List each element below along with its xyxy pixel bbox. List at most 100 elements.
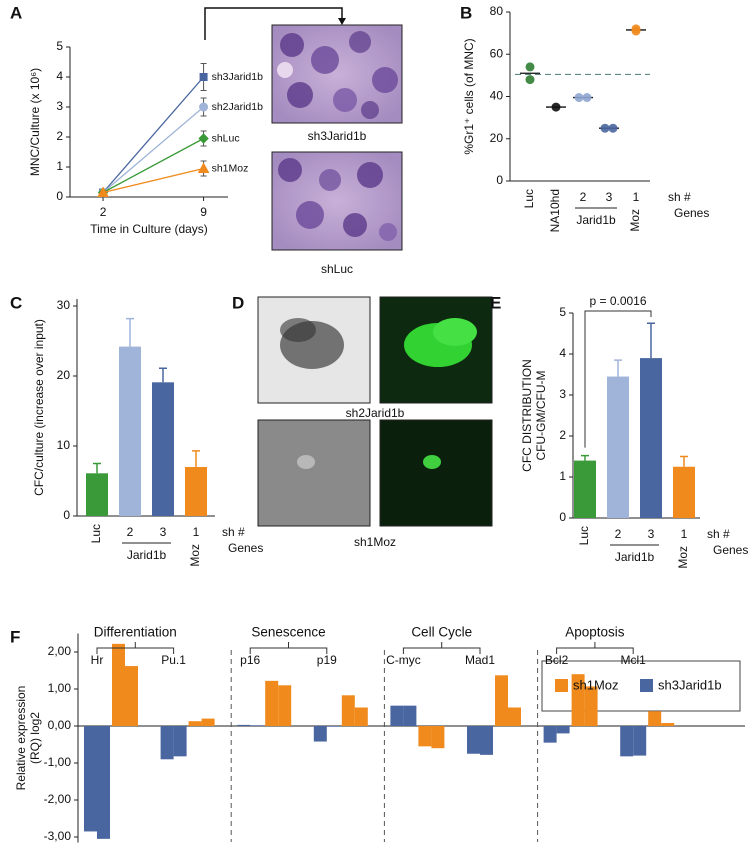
bar xyxy=(201,718,215,726)
x-tick-label: NA10hd xyxy=(548,189,562,232)
series-line xyxy=(102,137,204,194)
x-tick-label: 1 xyxy=(681,527,688,541)
data-point xyxy=(525,62,535,72)
x-tick-label: 2 xyxy=(615,527,622,541)
legend-swatch xyxy=(555,679,568,692)
y-tick-label: 0 xyxy=(496,173,503,187)
bar xyxy=(326,726,340,727)
y-axis-label: Relative expression xyxy=(14,686,28,791)
bar xyxy=(278,685,292,726)
y-tick-label: 1 xyxy=(56,159,63,173)
y-tick-label: 5 xyxy=(56,39,63,53)
data-point xyxy=(525,75,535,85)
x-axis-label: Time in Culture (days) xyxy=(90,222,208,236)
error-bar xyxy=(93,462,101,474)
bar xyxy=(480,726,493,755)
x-tick-label: 1 xyxy=(193,525,200,539)
error-bar xyxy=(126,317,134,347)
error-bar xyxy=(680,455,688,467)
bar xyxy=(354,707,368,726)
row-label: Genes xyxy=(228,541,263,555)
legend-label: sh1Moz xyxy=(573,677,619,692)
group-label: Apoptosis xyxy=(565,625,625,640)
arrow-head xyxy=(338,18,346,25)
panel-letter: C xyxy=(10,293,22,312)
bar xyxy=(265,680,279,726)
group-label: Senescence xyxy=(251,625,325,640)
series-label: shLuc xyxy=(212,132,240,144)
y-tick-label: 0 xyxy=(559,510,566,524)
x-tick-label: 9 xyxy=(200,205,207,219)
bar xyxy=(341,695,355,726)
group-label: Moz xyxy=(676,546,690,569)
row-label: Genes xyxy=(674,206,709,220)
y-tick-label: 1 xyxy=(559,469,566,483)
image-caption: shLuc xyxy=(321,262,353,276)
gene-label: C-myc xyxy=(386,653,421,667)
y-tick-label: 3 xyxy=(559,387,566,401)
gene-label: Mad1 xyxy=(465,653,495,667)
bar xyxy=(648,711,662,726)
x-tick-label: 3 xyxy=(160,525,167,539)
image-caption: sh2Jarid1b xyxy=(346,406,405,420)
panel-letter: E xyxy=(490,293,501,312)
marker xyxy=(198,133,209,144)
series-line xyxy=(102,106,205,193)
x-tick-label: Luc xyxy=(577,526,591,545)
x-tick-label: 3 xyxy=(648,527,655,541)
panel-letter: B xyxy=(460,3,472,22)
y-tick-label: 4 xyxy=(559,346,566,360)
legend-swatch xyxy=(640,679,653,692)
bar xyxy=(237,724,251,726)
bar xyxy=(152,382,174,516)
row-label: Genes xyxy=(713,543,748,557)
gene-label: p16 xyxy=(240,653,260,667)
data-point xyxy=(551,102,561,112)
x-tick-label: 1 xyxy=(633,190,640,204)
group-bracket xyxy=(402,642,481,654)
bar xyxy=(173,726,187,757)
bar xyxy=(640,358,662,518)
group-bracket xyxy=(96,642,175,654)
annotation: p = 0.0016 xyxy=(589,294,646,308)
data-point xyxy=(574,93,584,103)
data-point xyxy=(631,24,641,34)
series-label: sh3Jarid1b xyxy=(212,71,264,83)
marker xyxy=(97,186,109,197)
y-tick-label: 20 xyxy=(57,368,71,382)
data-point xyxy=(582,93,592,103)
gene-label: Bcl2 xyxy=(545,653,569,667)
group-label: Moz xyxy=(628,209,642,232)
bar xyxy=(86,473,108,516)
bar xyxy=(119,346,141,516)
row-label: sh # xyxy=(222,525,245,539)
gene-label: p19 xyxy=(317,653,337,667)
y-tick-label: 80 xyxy=(490,4,504,18)
x-tick-label: 2 xyxy=(100,205,107,219)
micrograph xyxy=(271,151,403,251)
series-label: sh2Jarid1b xyxy=(212,101,264,113)
data-point xyxy=(600,123,610,133)
x-tick-label: Luc xyxy=(89,524,103,543)
micrograph xyxy=(271,24,403,124)
y-axis-label: %Gr1⁺ cells (of MNC) xyxy=(462,38,476,154)
y-tick-label: -1,00 xyxy=(44,755,72,769)
bar xyxy=(160,726,174,760)
y-tick-label: 0 xyxy=(63,508,70,522)
y-axis-label: MNC/Culture (x 10⁶) xyxy=(28,68,42,176)
gene-label: Mcl1 xyxy=(621,653,647,667)
error-bar xyxy=(159,367,167,383)
marker xyxy=(197,162,210,173)
data-point xyxy=(608,123,618,133)
error-bar xyxy=(647,322,655,359)
series-label: sh1Moz xyxy=(212,162,249,174)
group-label: Moz xyxy=(188,544,202,567)
bar xyxy=(633,726,647,756)
colony-image xyxy=(257,419,371,527)
bar xyxy=(508,707,521,726)
bar xyxy=(661,723,675,726)
y-tick-label: 0,00 xyxy=(48,718,72,732)
bar xyxy=(574,460,596,518)
group-bracket xyxy=(249,642,328,654)
